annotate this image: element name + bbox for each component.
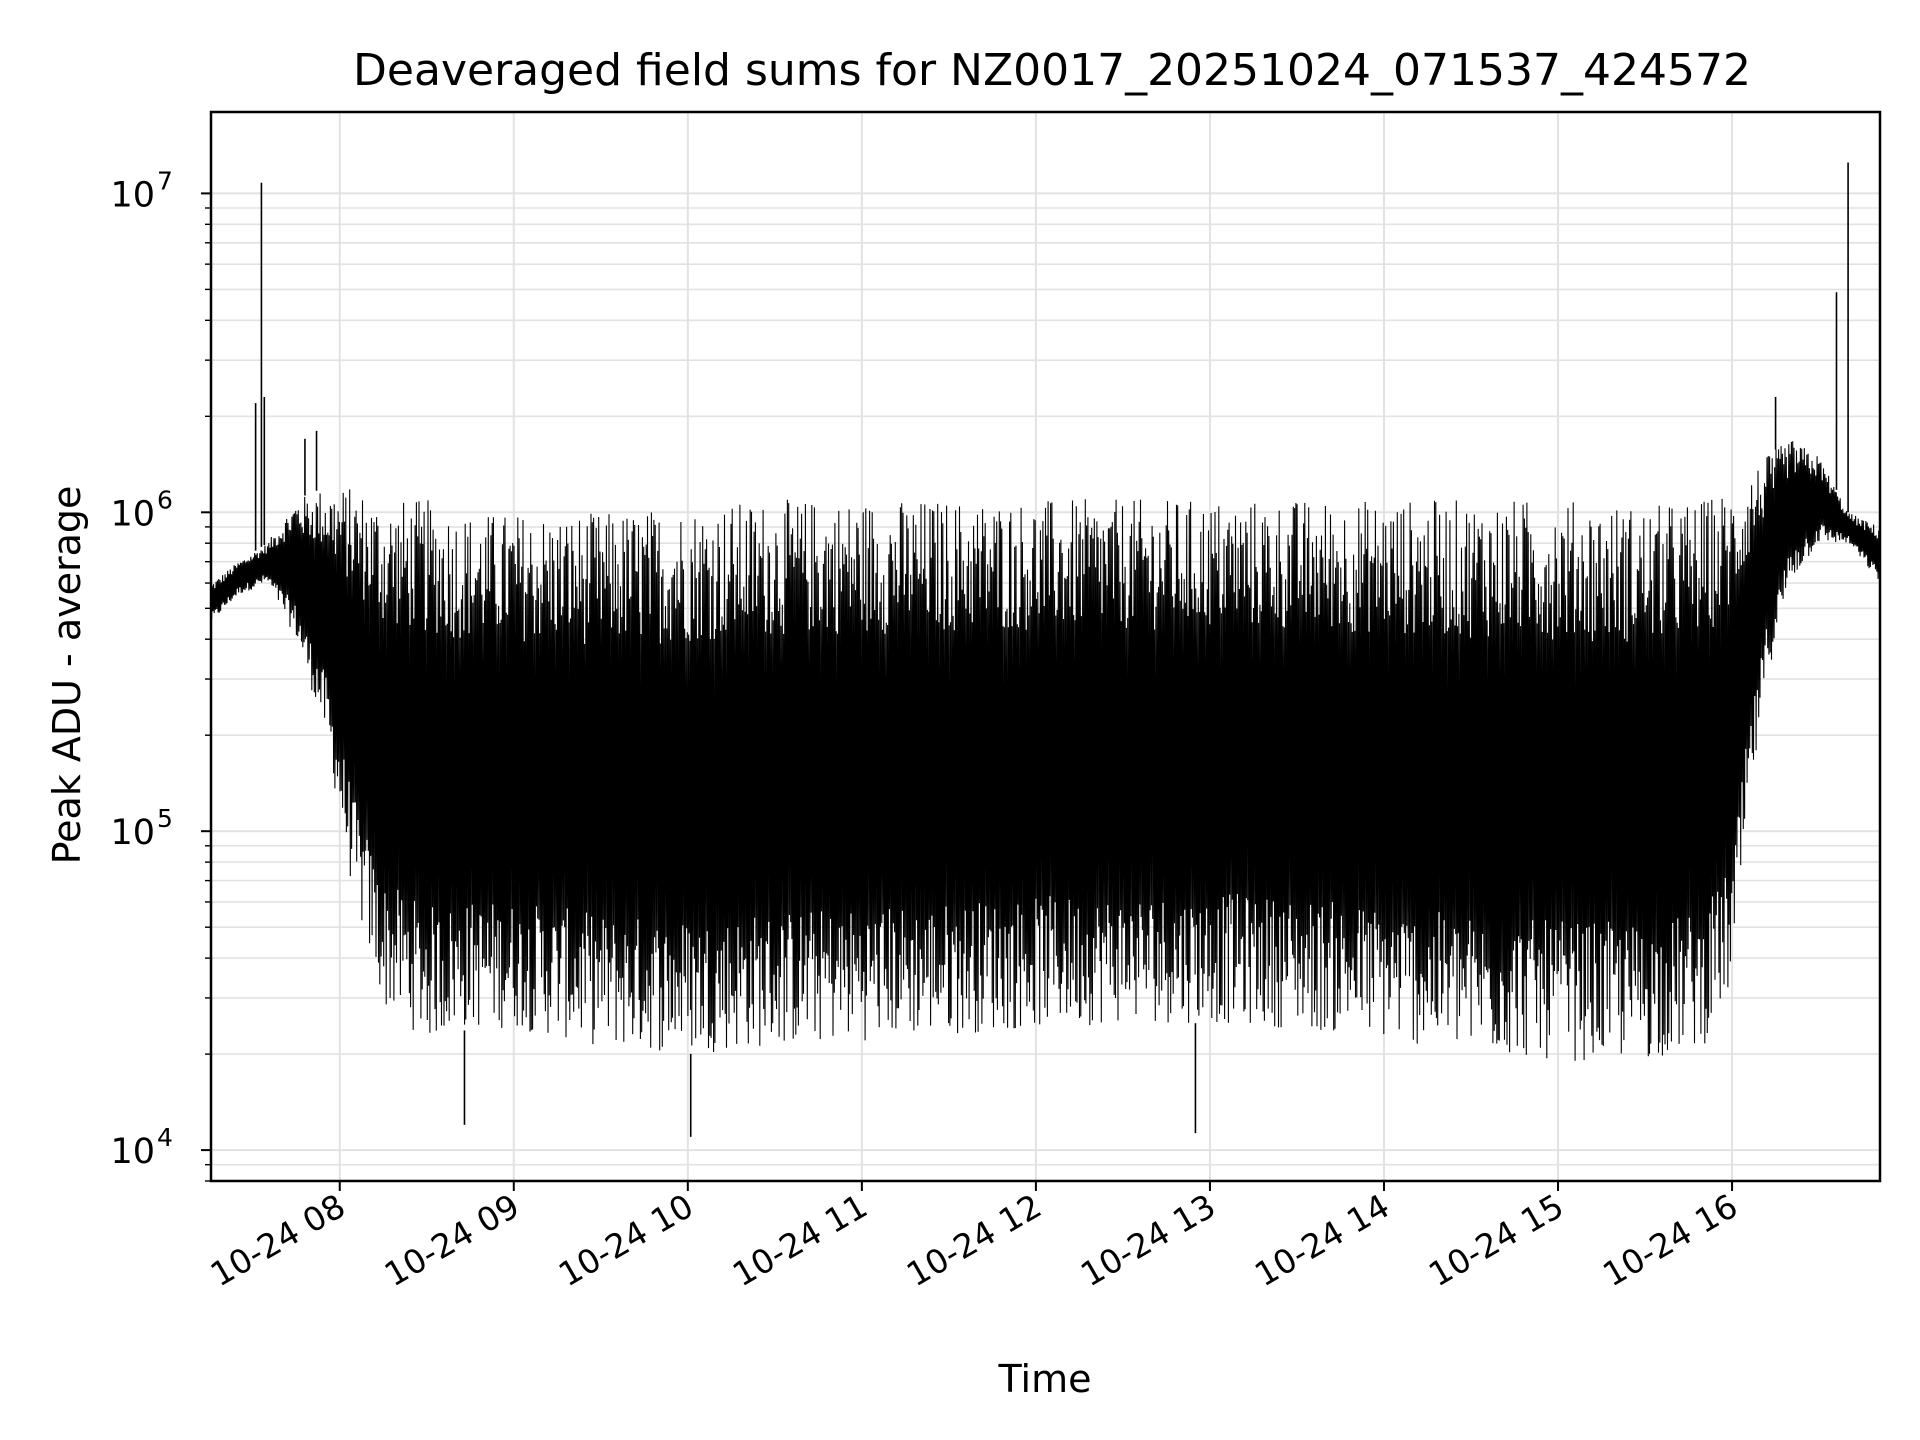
x-tick-label: 10-24 13 bbox=[1074, 1186, 1222, 1294]
plot-frame bbox=[209, 110, 1882, 1183]
y-tick-label: 10 bbox=[110, 494, 155, 534]
data-series bbox=[210, 162, 1881, 1137]
x-tick-label: 10-24 14 bbox=[1248, 1186, 1396, 1294]
x-tick-label: 10-24 10 bbox=[552, 1186, 700, 1294]
chart-title: Deaveraged field sums for NZ0017_2025102… bbox=[353, 45, 1751, 96]
x-tick-label: 10-24 12 bbox=[900, 1186, 1048, 1294]
y-tick-label-exponent: 6 bbox=[157, 485, 173, 514]
series-line bbox=[210, 441, 1881, 1061]
x-tick-label: 10-24 09 bbox=[378, 1186, 526, 1294]
y-axis-label: Peak ADU - average bbox=[45, 486, 89, 865]
y-tick-label-exponent: 4 bbox=[157, 1123, 173, 1152]
y-tick-label-exponent: 7 bbox=[157, 166, 173, 195]
x-tick-label: 10-24 16 bbox=[1596, 1186, 1744, 1294]
x-tick-label: 10-24 15 bbox=[1422, 1186, 1570, 1294]
y-tick-label: 10 bbox=[110, 175, 155, 215]
y-tick-label: 10 bbox=[110, 813, 155, 853]
y-tick-label: 10 bbox=[110, 1132, 155, 1172]
y-tick-label-exponent: 5 bbox=[157, 804, 173, 833]
x-axis-label: Time bbox=[998, 1357, 1092, 1401]
x-tick-label: 10-24 11 bbox=[726, 1186, 874, 1294]
x-tick-label: 10-24 08 bbox=[204, 1186, 352, 1294]
